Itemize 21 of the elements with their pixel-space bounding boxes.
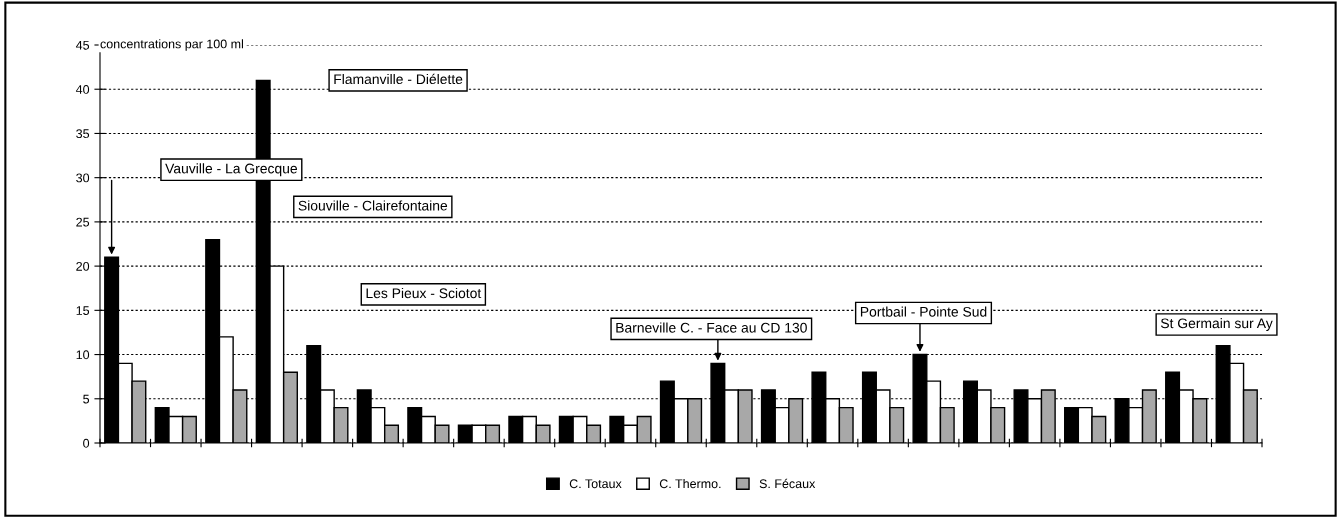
y-tick-label: 45	[75, 40, 90, 50]
annotation: Portbail - Pointe Sud	[860, 306, 987, 317]
y-tick-label: 40	[75, 85, 90, 94]
y-tick-label: 20	[76, 261, 90, 271]
annotation: Siouville - Clairefontaine	[298, 200, 448, 211]
y-tick-label: 35	[76, 129, 90, 139]
legend-label: C. Thermo.	[659, 478, 721, 489]
annotation: Flamanville - Diélette	[334, 73, 463, 85]
annotation: Les Pieux - Sciotot	[366, 287, 482, 299]
annotation: Vauville - La Grecque	[165, 163, 298, 177]
y-tick-label: 5	[83, 394, 90, 404]
y-tick-label: 10	[76, 350, 90, 360]
y-tick-label: 0	[83, 438, 90, 448]
legend-label: S. Fécaux	[759, 478, 816, 489]
y-tick-label: 30	[76, 173, 90, 183]
y-tick-label: 25	[76, 217, 90, 227]
legend-label: C. Totaux	[569, 479, 622, 489]
y-tick-label: 15	[76, 306, 90, 315]
annotation: Barneville C. - Face au CD 130	[616, 322, 807, 333]
annotation: St Germain sur Ay	[1160, 318, 1273, 331]
y-axis-title: concentrations par 100 ml	[100, 39, 243, 51]
